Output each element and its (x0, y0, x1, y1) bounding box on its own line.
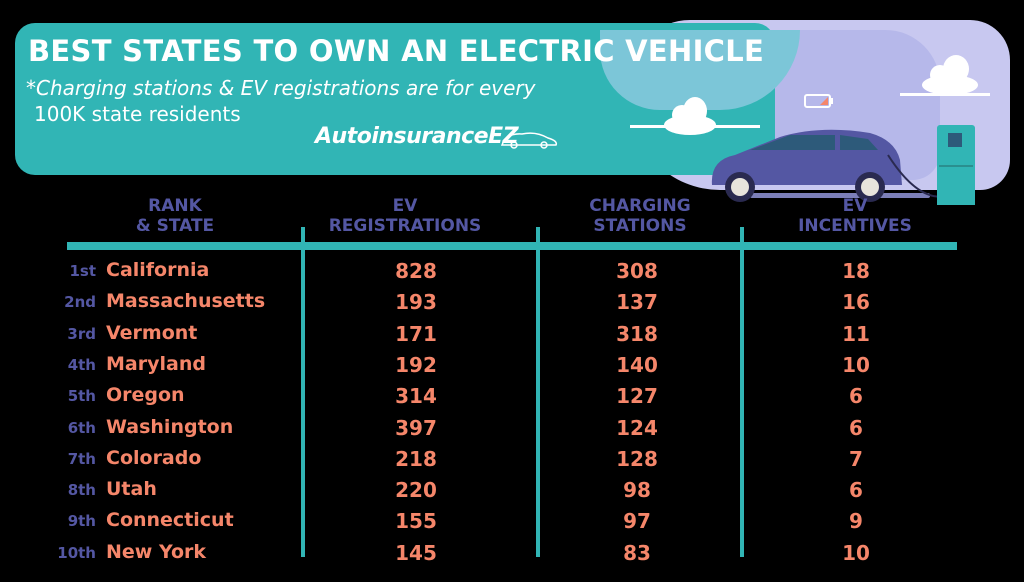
rank-label: 1st (69, 262, 96, 280)
table-row: 6th Washington 397 124 6 (0, 413, 1024, 444)
header-line: REGISTRATIONS (328, 216, 482, 236)
column-header-rank-state: RANK & STATE (120, 196, 230, 236)
header-line: EV (842, 196, 868, 216)
rank-label: 7th (67, 449, 96, 468)
state-name: Utah (106, 478, 157, 501)
header-line: & STATE (135, 216, 215, 236)
ev-incentives-value: 11 (842, 321, 870, 346)
table-row: 9th Connecticut 155 97 9 (0, 506, 1024, 537)
header-line: EV (392, 196, 418, 216)
ev-incentives-value: 10 (842, 352, 870, 377)
header-line: INCENTIVES (798, 216, 912, 236)
state-name: Massachusetts (106, 290, 266, 313)
state-name: Vermont (106, 321, 198, 344)
charging-stations-value: 127 (616, 384, 658, 409)
cloud-icon (630, 97, 760, 135)
header-line: STATIONS (593, 216, 687, 236)
column-header-ev-incentives: EV INCENTIVES (775, 196, 935, 236)
rank-label: 5th (67, 387, 96, 406)
rank-label: 9th (67, 512, 96, 531)
ev-incentives-value: 18 (842, 259, 870, 283)
table-row: 3rd Vermont 171 318 11 (0, 319, 1024, 350)
ev-incentives-value: 6 (849, 415, 863, 440)
header-line: RANK (148, 196, 202, 216)
table-row: 7th Colorado 218 128 7 (0, 444, 1024, 475)
rank-label: 8th (67, 481, 96, 500)
ev-incentives-value: 9 (849, 509, 863, 534)
state-name: Oregon (106, 384, 185, 407)
state-name: Washington (106, 415, 234, 438)
ev-registrations-value: 397 (395, 415, 437, 440)
charging-stations-value: 128 (616, 446, 658, 471)
subtitle-line1: *Charging stations & EV registrations ar… (26, 76, 536, 100)
ev-registrations-value: 171 (395, 321, 437, 346)
ev-registrations-value: 155 (395, 509, 437, 534)
state-name: New York (106, 540, 207, 563)
table-row: 4th Maryland 192 140 10 (0, 350, 1024, 381)
charging-stations-value: 137 (616, 290, 658, 315)
rank-label: 6th (67, 418, 96, 437)
page-title: BEST STATES TO OWN AN ELECTRIC VEHICLE (28, 34, 765, 68)
rank-label: 10th (57, 543, 96, 562)
ev-incentives-value: 16 (842, 290, 870, 315)
ev-registrations-value: 145 (395, 540, 437, 565)
column-header-charging-stations: CHARGING STATIONS (560, 196, 720, 236)
charging-stations-value: 308 (616, 259, 658, 283)
column-divider (301, 227, 305, 557)
subtitle: *Charging stations & EV registrations ar… (26, 75, 535, 127)
electric-car-illustration (630, 55, 990, 205)
cloud-icon (900, 55, 990, 96)
ev-registrations-value: 193 (395, 290, 437, 315)
ev-registrations-value: 314 (395, 384, 437, 409)
car-outline-icon (500, 132, 558, 149)
charging-stations-value: 124 (616, 415, 658, 440)
charging-stations-value: 140 (616, 352, 658, 377)
rank-label: 2nd (64, 293, 96, 312)
column-divider (740, 227, 744, 557)
rank-label: 4th (67, 355, 96, 374)
header-line: CHARGING (589, 196, 691, 216)
header-divider (67, 242, 957, 250)
ev-incentives-value: 7 (849, 446, 863, 471)
table-row: 5th Oregon 314 127 6 (0, 381, 1024, 412)
charging-stations-value: 98 (623, 478, 651, 503)
table-row: 1st California 828 308 18 (0, 256, 1024, 287)
state-name: Maryland (106, 352, 206, 375)
rank-label: 3rd (67, 324, 96, 343)
brand-logo: AutoinsuranceEZ (315, 124, 519, 149)
charging-stations-value: 97 (623, 509, 651, 534)
ev-incentives-value: 6 (849, 478, 863, 503)
ev-registrations-value: 192 (395, 352, 437, 377)
state-name: Connecticut (106, 509, 234, 532)
column-header-ev-registrations: EV REGISTRATIONS (300, 196, 510, 236)
ev-incentives-value: 10 (842, 540, 870, 565)
table-row: 8th Utah 220 98 6 (0, 475, 1024, 506)
table-row: 10th New York 145 83 10 (0, 538, 1024, 569)
subtitle-line2: 100K state residents (34, 102, 241, 126)
charging-stations-value: 83 (623, 540, 651, 565)
column-divider (536, 227, 540, 557)
ev-registrations-value: 220 (395, 478, 437, 503)
charging-station-icon (937, 125, 975, 205)
charging-stations-value: 318 (616, 321, 658, 346)
ev-incentives-value: 6 (849, 384, 863, 409)
table-row: 2nd Massachusetts 193 137 16 (0, 287, 1024, 318)
state-name: California (106, 259, 210, 281)
battery-low-icon (804, 94, 833, 108)
ev-registrations-value: 218 (395, 446, 437, 471)
state-name: Colorado (106, 446, 202, 469)
ev-registrations-value: 828 (395, 259, 437, 283)
